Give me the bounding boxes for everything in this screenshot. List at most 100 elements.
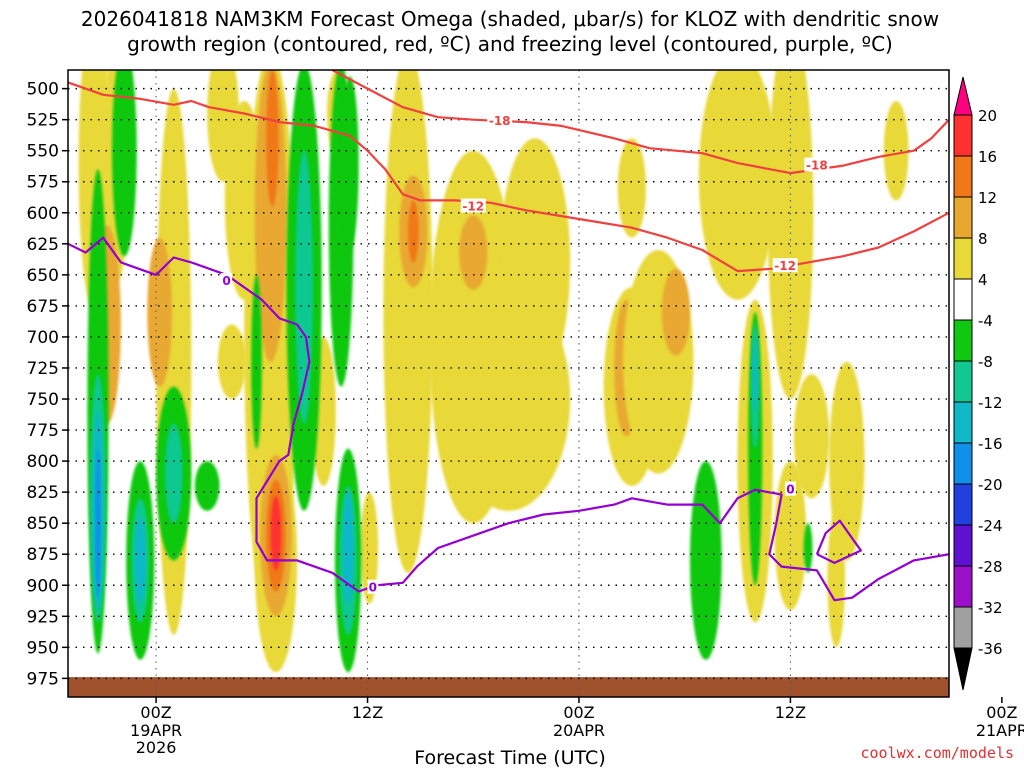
omega-blob-weak_rise bbox=[767, 70, 814, 399]
colorbar-swatch bbox=[953, 524, 973, 567]
colorbar-swatch bbox=[953, 606, 973, 649]
colorbar-label: 20 bbox=[978, 107, 997, 125]
contour-label-bg bbox=[367, 579, 379, 594]
x-axis-label: Forecast Time (UTC) bbox=[414, 747, 605, 768]
y-tick-label: 875 bbox=[27, 545, 59, 565]
y-tick-label: 825 bbox=[27, 483, 59, 503]
contour-label-bg bbox=[460, 198, 486, 213]
x-tick-date: 19APR bbox=[130, 721, 182, 740]
x-tick-label: 00Z bbox=[140, 703, 171, 722]
omega-blob-very_strong_rise bbox=[270, 495, 282, 571]
colorbar-label: -24 bbox=[978, 517, 1003, 535]
colorbar: 20 16 12 8 4 -4 -8 -12 -16 -20 -24 -28 -32 -36 bbox=[953, 76, 1003, 691]
colorbar-label: 4 bbox=[978, 271, 988, 289]
colorbar-swatch bbox=[953, 360, 973, 403]
y-tick-label: 900 bbox=[27, 576, 59, 596]
x-tick-label: 00Z bbox=[986, 703, 1017, 722]
colorbar-label: -20 bbox=[978, 476, 1003, 494]
contour--12-upper bbox=[68, 81, 949, 273]
contour-label-bg bbox=[487, 112, 513, 127]
y-tick-label: 950 bbox=[27, 638, 59, 658]
colorbar-swatch bbox=[953, 155, 973, 198]
omega-blob-moderate_rise bbox=[147, 237, 172, 387]
omega-blob-weak_rise bbox=[698, 70, 777, 300]
omega-blob-strong_sink bbox=[753, 336, 758, 412]
omega-blob-moderate_rise bbox=[254, 70, 287, 362]
omega-blob-moderate_rise bbox=[459, 215, 488, 290]
omega-blob-weak_rise bbox=[217, 324, 246, 400]
x-tick-date: 20APR bbox=[553, 721, 605, 740]
colorbar-label: -36 bbox=[978, 640, 1003, 658]
omega-blob-weak_sink bbox=[689, 461, 722, 660]
colorbar-label: -12 bbox=[978, 394, 1003, 412]
omega-blob-weak_rise bbox=[829, 361, 865, 561]
contour-label-bg bbox=[221, 273, 233, 288]
ground-layer bbox=[68, 677, 949, 697]
omega-blob-moderate_sink bbox=[164, 423, 183, 524]
contour-label-bg bbox=[68, 98, 70, 113]
omega-blob-weak_sink bbox=[112, 70, 137, 257]
credit-label: coolwx.com/models bbox=[860, 744, 1014, 762]
colorbar-label: 16 bbox=[978, 148, 997, 166]
y-tick-label: 750 bbox=[27, 390, 59, 410]
omega-blob-weak_rise bbox=[360, 492, 379, 604]
colorbar-swatch bbox=[953, 319, 973, 362]
omega-blob-weak_rise bbox=[383, 70, 433, 573]
omega-blob-weak_sink bbox=[194, 461, 220, 511]
contour-label: -18 bbox=[489, 114, 511, 128]
y-tick-label: 925 bbox=[27, 607, 59, 627]
contour-label-bg bbox=[784, 481, 796, 496]
omega-blob-strong_sink bbox=[342, 492, 354, 604]
plot-frame bbox=[67, 69, 950, 698]
x-tick-label: 00Z bbox=[563, 703, 594, 722]
grid bbox=[68, 70, 949, 697]
contour-0-freezing-level bbox=[68, 236, 949, 602]
y-tick-label: 625 bbox=[27, 235, 59, 255]
ground-fill bbox=[68, 677, 949, 697]
omega-blob-strong_rise bbox=[408, 200, 419, 263]
omega-blob-weak_sink bbox=[803, 523, 813, 573]
omega-blob-weak_rise bbox=[883, 101, 909, 201]
y-tick-label: 600 bbox=[27, 204, 59, 224]
y-tick-label: 550 bbox=[27, 142, 59, 162]
contour-label: 0 bbox=[786, 483, 794, 497]
y-tick-label: 575 bbox=[27, 173, 59, 193]
y-tick-label: 725 bbox=[27, 359, 59, 379]
contour-0-closed-loop bbox=[815, 519, 862, 564]
x-tick-year: 2026 bbox=[136, 738, 177, 757]
omega-blob-weak_sink bbox=[251, 274, 262, 449]
omega-blob-weak_sink bbox=[341, 76, 359, 251]
colorbar-swatch bbox=[953, 442, 973, 485]
y-tick-label: 525 bbox=[27, 111, 59, 131]
omega-blob-weak_rise bbox=[774, 461, 807, 611]
colorbar-swatch bbox=[953, 401, 973, 444]
x-tick-label: 12Z bbox=[352, 703, 383, 722]
colorbar-label: -16 bbox=[978, 435, 1003, 453]
omega-blob-weak_rise bbox=[499, 138, 571, 387]
omega-blob-weak_rise bbox=[617, 138, 646, 238]
colorbar-label: 12 bbox=[978, 189, 997, 207]
omega-blob-strong_sink bbox=[134, 516, 146, 604]
y-tick-label: 975 bbox=[27, 669, 59, 689]
colorbar-label: 8 bbox=[978, 230, 988, 248]
colorbar-swatch bbox=[953, 483, 973, 526]
y-tick-label: 500 bbox=[27, 80, 59, 100]
y-tick-label: 775 bbox=[27, 421, 59, 441]
y-tick-label: 800 bbox=[27, 452, 59, 472]
colorbar-swatch bbox=[953, 114, 973, 157]
y-tick-label: 850 bbox=[27, 514, 59, 534]
colorbar-label: -4 bbox=[978, 312, 993, 330]
y-tick-label: 675 bbox=[27, 297, 59, 317]
contour-label-bg bbox=[772, 258, 798, 273]
contour-label: -12 bbox=[774, 259, 796, 273]
y-tick-label: 700 bbox=[27, 328, 59, 348]
colorbar-label: -28 bbox=[978, 558, 1003, 576]
colorbar-swatch bbox=[953, 196, 973, 239]
contour-label: 0 bbox=[222, 274, 230, 288]
chart-title-line1: 2026041818 NAM3KM Forecast Omega (shaded… bbox=[81, 7, 939, 31]
omega-blob-moderate_rise bbox=[661, 268, 690, 356]
colorbar-top-arrow bbox=[953, 76, 973, 116]
